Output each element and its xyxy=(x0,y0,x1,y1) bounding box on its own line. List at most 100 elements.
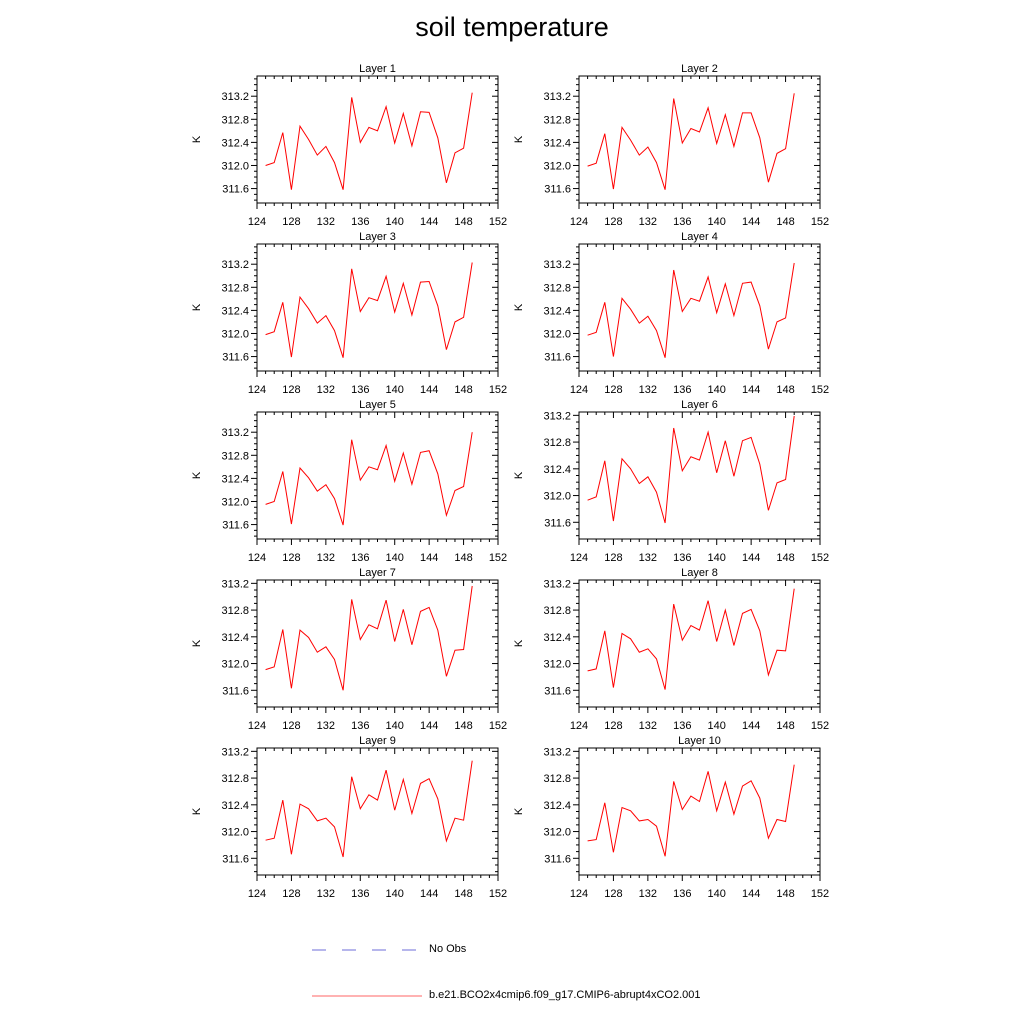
y-tick-label: 311.6 xyxy=(222,685,249,697)
y-tick-label: 312.4 xyxy=(543,800,571,812)
x-tick-label: 128 xyxy=(282,216,300,228)
series-line xyxy=(265,585,473,691)
y-tick-label: 312.0 xyxy=(221,160,249,172)
x-tick-label: 152 xyxy=(811,888,829,900)
x-tick-label: 140 xyxy=(386,720,404,732)
series-line xyxy=(265,432,473,526)
x-tick-label: 144 xyxy=(420,888,438,900)
y-tick-label: 312.4 xyxy=(221,632,249,644)
chart-panel-10: Layer 10 124 128 132 136 140 144 148 152 311.6 312… xyxy=(513,735,829,900)
x-tick-label: 136 xyxy=(673,720,691,732)
legend-label-model: b.e21.BCO2x4cmip6.f09_g17.CMIP6-abrupt4x… xyxy=(429,989,701,1001)
legend-label-no-obs: No Obs xyxy=(429,943,467,955)
y-tick-label: 312.0 xyxy=(543,160,571,172)
x-tick-label: 140 xyxy=(708,552,726,564)
y-tick-label: 311.6 xyxy=(222,520,249,532)
y-tick-label: 312.8 xyxy=(221,450,249,462)
x-tick-label: 124 xyxy=(570,552,588,564)
legend-dash-line-icon xyxy=(312,949,422,951)
x-tick-label: 144 xyxy=(742,720,760,732)
chart-panel-4: Layer 4 124 128 132 136 140 144 148 152 311.6 312.… xyxy=(513,231,829,396)
x-tick-label: 140 xyxy=(386,216,404,228)
x-tick-label: 132 xyxy=(639,720,657,732)
y-tick-label: 313.2 xyxy=(543,91,571,103)
y-tick-label: 313.2 xyxy=(543,746,571,758)
x-tick-label: 144 xyxy=(420,384,438,396)
x-tick-label: 140 xyxy=(386,384,404,396)
x-tick-label: 124 xyxy=(570,888,588,900)
panel-title: Layer 4 xyxy=(681,231,718,243)
panel-title: Layer 10 xyxy=(678,735,721,747)
panel-title: Layer 9 xyxy=(359,735,396,747)
series-line xyxy=(587,415,795,524)
y-axis-label: K xyxy=(191,303,203,311)
y-tick-label: 312.4 xyxy=(543,137,571,149)
chart-panel-5: Layer 5 124 128 132 136 140 144 148 152 311.6 312.… xyxy=(191,399,507,564)
x-tick-label: 132 xyxy=(317,888,335,900)
series-line xyxy=(265,92,473,190)
chart-panel-1: Layer 1 124 128 132 136 140 144 148 152 311.6 312.… xyxy=(191,63,507,228)
x-tick-label: 132 xyxy=(639,384,657,396)
x-tick-label: 148 xyxy=(776,552,794,564)
y-tick-label: 312.8 xyxy=(543,437,571,449)
plot-frame xyxy=(578,75,821,204)
x-tick-label: 128 xyxy=(282,384,300,396)
x-tick-label: 128 xyxy=(604,216,622,228)
y-tick-label: 313.2 xyxy=(221,427,249,439)
y-axis-label: K xyxy=(191,639,203,647)
y-axis-label: K xyxy=(191,807,203,815)
x-tick-label: 132 xyxy=(317,216,335,228)
chart-panel-2: Layer 2 124 128 132 136 140 144 148 152 311.6 312.… xyxy=(513,63,829,228)
plot-frame xyxy=(256,75,499,204)
panel-title: Layer 3 xyxy=(359,231,396,243)
y-tick-label: 312.4 xyxy=(543,305,571,317)
x-tick-label: 132 xyxy=(317,384,335,396)
x-tick-label: 136 xyxy=(351,216,369,228)
plot-frame xyxy=(256,747,499,876)
y-tick-label: 311.6 xyxy=(544,184,571,196)
x-tick-label: 152 xyxy=(811,216,829,228)
x-tick-label: 136 xyxy=(351,552,369,564)
x-tick-label: 148 xyxy=(454,720,472,732)
y-tick-label: 312.8 xyxy=(543,773,571,785)
y-tick-label: 312.4 xyxy=(221,473,249,485)
x-tick-label: 128 xyxy=(282,552,300,564)
x-tick-label: 124 xyxy=(248,384,266,396)
x-tick-label: 136 xyxy=(673,888,691,900)
y-tick-label: 312.0 xyxy=(543,491,571,503)
x-tick-label: 144 xyxy=(742,384,760,396)
x-tick-label: 124 xyxy=(248,216,266,228)
plot-frame xyxy=(578,747,821,876)
y-tick-label: 313.2 xyxy=(221,578,249,590)
x-tick-label: 132 xyxy=(317,552,335,564)
y-axis-label: K xyxy=(513,471,525,479)
x-tick-label: 140 xyxy=(708,384,726,396)
y-tick-label: 313.2 xyxy=(543,259,571,271)
panel-title: Layer 1 xyxy=(359,63,396,75)
x-tick-label: 152 xyxy=(811,384,829,396)
panel-title: Layer 5 xyxy=(359,399,396,411)
x-tick-label: 128 xyxy=(604,552,622,564)
y-axis-label: K xyxy=(513,807,525,815)
panel-title: Layer 7 xyxy=(359,567,396,579)
x-tick-label: 148 xyxy=(454,888,472,900)
panel-title: Layer 6 xyxy=(681,399,718,411)
y-tick-label: 313.2 xyxy=(543,410,571,422)
x-tick-label: 124 xyxy=(248,720,266,732)
series-line xyxy=(587,262,795,358)
x-tick-label: 148 xyxy=(454,216,472,228)
y-tick-label: 313.2 xyxy=(543,578,571,590)
x-tick-label: 148 xyxy=(776,888,794,900)
x-tick-label: 148 xyxy=(454,384,472,396)
series-line xyxy=(587,764,795,857)
x-tick-label: 152 xyxy=(489,384,507,396)
x-tick-label: 136 xyxy=(673,552,691,564)
x-tick-label: 124 xyxy=(570,720,588,732)
x-tick-label: 140 xyxy=(708,720,726,732)
x-tick-label: 152 xyxy=(489,720,507,732)
series-line xyxy=(265,760,473,858)
x-tick-label: 124 xyxy=(570,216,588,228)
x-tick-label: 128 xyxy=(604,888,622,900)
x-tick-label: 132 xyxy=(639,552,657,564)
y-tick-label: 311.6 xyxy=(222,853,249,865)
